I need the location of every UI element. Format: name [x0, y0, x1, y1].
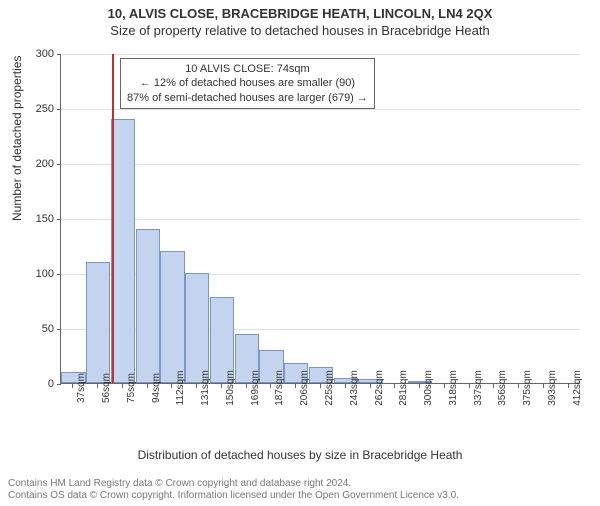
histogram-bar: [86, 262, 110, 383]
ytick-label: 100: [24, 268, 54, 280]
xtick-label: 412sqm: [572, 370, 583, 406]
xtick-label: 225sqm: [324, 370, 335, 406]
ytick-label: 200: [24, 158, 54, 170]
xtick-mark: [320, 384, 321, 388]
property-marker-line: [112, 54, 114, 383]
xtick-mark: [246, 384, 247, 388]
xtick-mark: [122, 384, 123, 388]
ytick-mark: [57, 109, 61, 110]
xtick-mark: [171, 384, 172, 388]
chart-title-main: 10, ALVIS CLOSE, BRACEBRIDGE HEATH, LINC…: [0, 6, 600, 21]
gridline: [61, 54, 580, 55]
info-line-3: 87% of semi-detached houses are larger (…: [127, 91, 368, 105]
footer-line-1: Contains HM Land Registry data © Crown c…: [8, 478, 459, 490]
xtick-label: 393sqm: [547, 370, 558, 406]
ytick-label: 250: [24, 103, 54, 115]
xtick-mark: [147, 384, 148, 388]
ytick-mark: [57, 54, 61, 55]
ytick-label: 150: [24, 213, 54, 225]
xtick-label: 262sqm: [374, 370, 385, 406]
xtick-label: 243sqm: [349, 370, 360, 406]
xtick-label: 150sqm: [225, 370, 236, 406]
ytick-label: 50: [24, 323, 54, 335]
xtick-label: 75sqm: [126, 373, 137, 403]
xtick-label: 318sqm: [448, 370, 459, 406]
histogram-bar: [160, 251, 184, 383]
footer-attribution: Contains HM Land Registry data © Crown c…: [8, 478, 459, 502]
xtick-mark: [72, 384, 73, 388]
xtick-label: 112sqm: [175, 371, 186, 406]
xtick-label: 131sqm: [200, 370, 211, 406]
xtick-mark: [444, 384, 445, 388]
xtick-mark: [196, 384, 197, 388]
ytick-mark: [57, 274, 61, 275]
xtick-label: 281sqm: [398, 370, 409, 406]
xtick-mark: [345, 384, 346, 388]
xtick-mark: [493, 384, 494, 388]
xtick-mark: [221, 384, 222, 388]
xtick-mark: [370, 384, 371, 388]
xtick-label: 375sqm: [522, 370, 533, 406]
xtick-label: 56sqm: [101, 373, 112, 403]
histogram-bar: [185, 273, 209, 383]
xtick-mark: [568, 384, 569, 388]
xtick-label: 356sqm: [497, 370, 508, 406]
footer-line-2: Contains OS data © Crown copyright. Info…: [8, 490, 459, 502]
y-axis-label: Number of detached properties: [10, 56, 24, 221]
xtick-label: 300sqm: [423, 370, 434, 406]
xtick-label: 94sqm: [151, 373, 162, 403]
xtick-mark: [270, 384, 271, 388]
xtick-mark: [97, 384, 98, 388]
ytick-mark: [57, 219, 61, 220]
ytick-label: 300: [24, 48, 54, 60]
x-axis-label: Distribution of detached houses by size …: [0, 448, 600, 462]
ytick-label: 0: [24, 378, 54, 390]
info-line-1: 10 ALVIS CLOSE: 74sqm: [127, 62, 368, 76]
ytick-mark: [57, 164, 61, 165]
ytick-mark: [57, 384, 61, 385]
histogram-bar: [136, 229, 160, 383]
histogram-bar: [111, 119, 135, 383]
chart-area: 10 ALVIS CLOSE: 74sqm ← 12% of detached …: [60, 54, 580, 414]
gridline: [61, 219, 580, 220]
xtick-mark: [469, 384, 470, 388]
xtick-label: 337sqm: [473, 370, 484, 406]
gridline: [61, 109, 580, 110]
chart-title-sub: Size of property relative to detached ho…: [0, 23, 600, 38]
gridline: [61, 164, 580, 165]
xtick-mark: [394, 384, 395, 388]
xtick-label: 169sqm: [250, 370, 261, 406]
info-line-2: ← 12% of detached houses are smaller (90…: [127, 76, 368, 90]
xtick-label: 187sqm: [274, 370, 285, 406]
xtick-label: 206sqm: [299, 370, 310, 406]
info-box: 10 ALVIS CLOSE: 74sqm ← 12% of detached …: [120, 58, 375, 109]
xtick-mark: [295, 384, 296, 388]
xtick-mark: [518, 384, 519, 388]
xtick-mark: [419, 384, 420, 388]
xtick-mark: [543, 384, 544, 388]
ytick-mark: [57, 329, 61, 330]
xtick-label: 37sqm: [76, 373, 87, 403]
